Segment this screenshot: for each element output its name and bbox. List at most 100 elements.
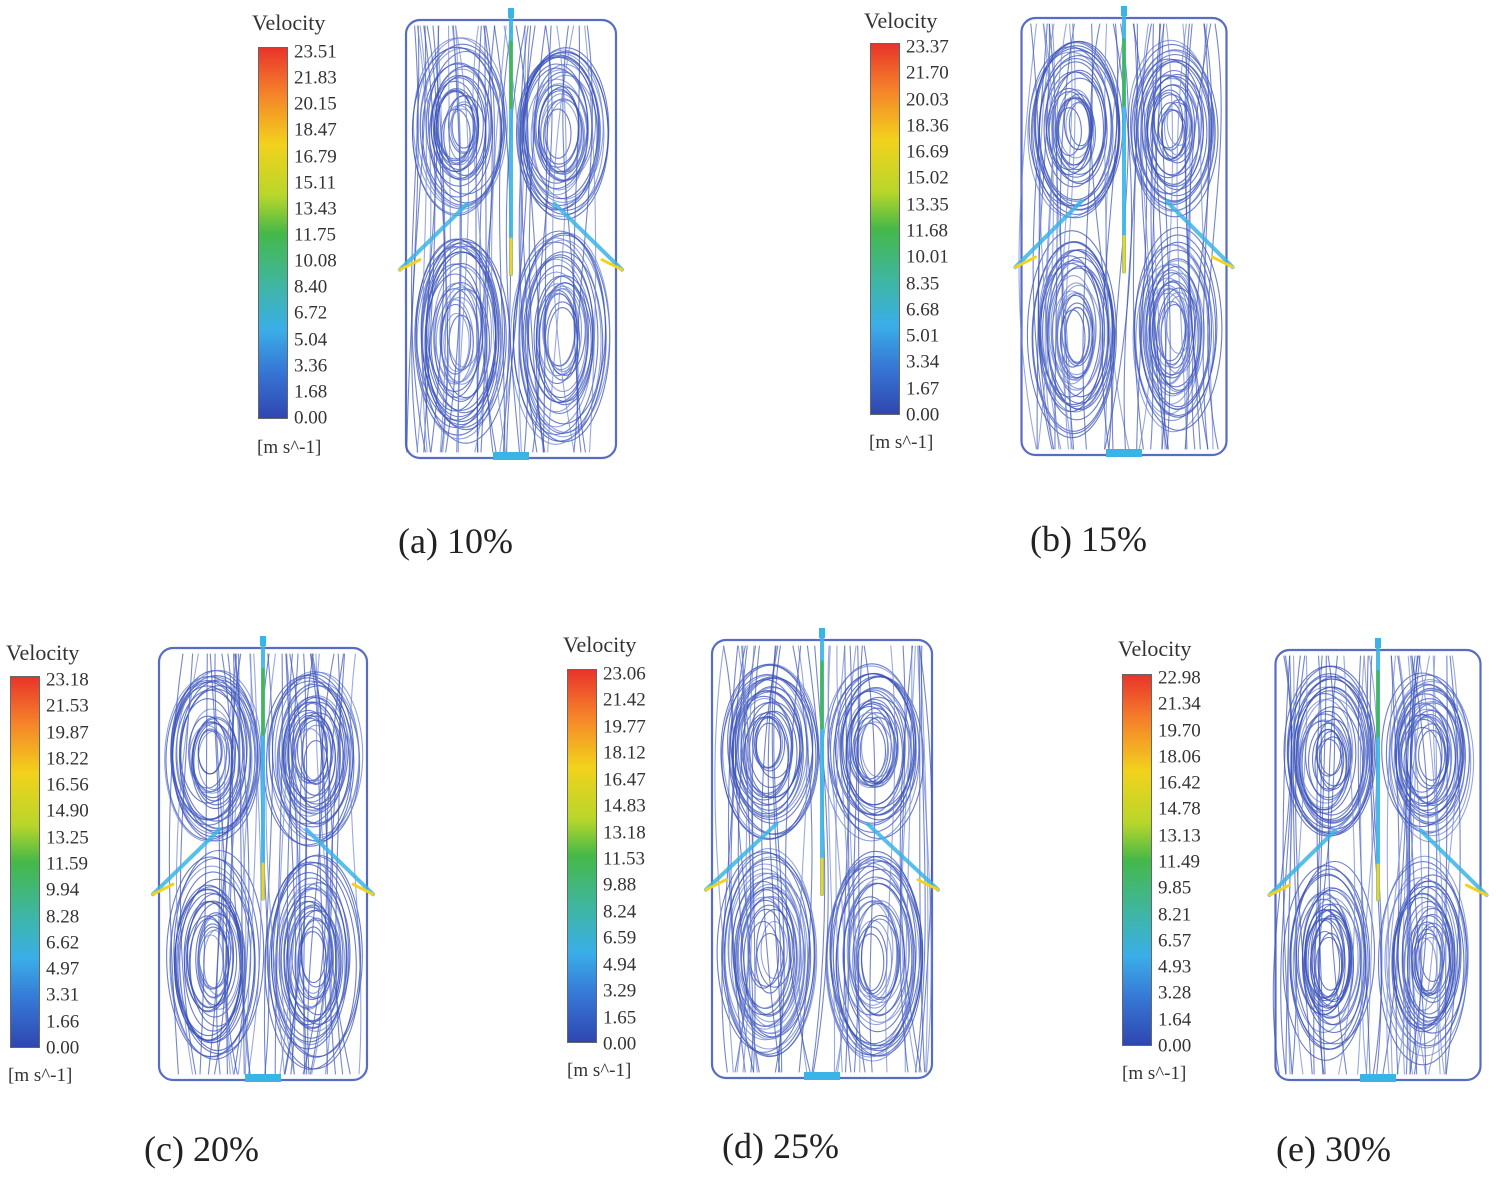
unit-label: [m s^-1] [8,1065,73,1086]
tick-label: 5.04 [294,329,328,351]
tick-label: 11.53 [603,848,646,870]
legend-title: Velocity [1118,636,1192,661]
tick-label: 19.77 [603,716,646,738]
tick-label: 18.47 [294,119,337,141]
tick-label: 1.66 [46,1011,80,1033]
unit-label: [m s^-1] [869,432,934,453]
streamline-plot [398,8,624,460]
tick-label: 0.00 [46,1037,80,1059]
tick-label: 14.90 [46,800,89,822]
tick-label: 23.51 [294,41,337,63]
panel-caption: (b) 15% [1030,519,1147,559]
unit-label: [m s^-1] [567,1060,632,1081]
tick-label: 11.59 [46,853,89,875]
tick-label: 0.00 [1158,1035,1192,1057]
tick-label: 16.79 [294,146,337,168]
tick-label: 3.28 [1158,982,1192,1004]
tick-label: 10.01 [906,246,949,268]
tick-label: 14.83 [603,795,646,817]
tick-label: 21.34 [1158,693,1201,715]
tick-label: 8.40 [294,276,328,298]
tick-label: 8.21 [1158,904,1192,926]
tick-label: 23.18 [46,669,89,691]
streamline-plot [151,636,375,1082]
tick-label: 8.28 [46,906,80,928]
tick-label: 18.06 [1158,746,1201,768]
tick-labels: 22.98 21.34 19.70 18.06 16.42 14.78 13.1… [1158,669,1218,1056]
tick-label: 6.62 [46,932,80,954]
tick-label: 16.42 [1158,772,1201,794]
tick-label: 8.35 [906,273,940,295]
tick-label: 6.59 [603,927,637,949]
legend-title: Velocity [563,632,637,657]
tick-label: 13.18 [603,822,646,844]
colorbar [567,669,597,1043]
tick-label: 0.00 [294,407,328,429]
tick-label: 3.29 [603,980,637,1002]
tick-label: 9.85 [1158,877,1192,899]
tick-label: 14.78 [1158,798,1201,820]
tick-label: 15.11 [294,172,337,194]
tick-label: 4.94 [603,954,637,976]
colorbar [10,676,40,1048]
tick-label: 3.36 [294,355,328,377]
tick-label: 16.69 [906,141,949,163]
tick-label: 23.37 [906,36,949,58]
tick-label: 22.98 [1158,667,1201,689]
colorbar [870,43,900,415]
tick-label: 21.70 [906,62,949,84]
tick-labels: 23.06 21.42 19.77 18.12 16.47 14.83 13.1… [603,665,663,1054]
tick-label: 9.94 [46,879,80,901]
tick-label: 1.67 [906,378,940,400]
tick-label: 1.68 [294,381,328,403]
tick-labels: 23.37 21.70 20.03 18.36 16.69 15.02 13.3… [906,38,966,425]
panel-caption: (a) 10% [398,521,513,561]
tick-label: 11.68 [906,220,949,242]
tick-label: 8.24 [603,901,637,923]
tick-label: 16.47 [603,769,646,791]
tick-label: 9.88 [603,874,637,896]
legend-title: Velocity [6,640,80,665]
tick-labels: 23.51 21.83 20.15 18.47 16.79 15.11 13.4… [294,43,354,428]
tick-label: 3.34 [906,351,940,373]
tick-label: 23.06 [603,663,646,685]
tick-label: 19.87 [46,722,89,744]
tick-label: 10.08 [294,250,337,272]
streamline-plot [1267,638,1489,1082]
tick-label: 3.31 [46,984,80,1006]
tick-label: 21.42 [603,689,646,711]
legend-title: Velocity [252,10,326,35]
tick-label: 21.83 [294,67,337,89]
colorbar [258,47,288,419]
tick-label: 6.57 [1158,930,1192,952]
tick-label: 13.13 [1158,825,1201,847]
tick-label: 1.64 [1158,1009,1192,1031]
tick-label: 16.56 [46,774,89,796]
legend-title: Velocity [864,8,938,33]
tick-label: 13.43 [294,198,337,220]
tick-label: 20.15 [294,93,337,115]
panel-caption: (d) 25% [722,1126,839,1166]
colorbar [1122,674,1152,1046]
tick-label: 15.02 [906,167,949,189]
tick-label: 13.35 [906,194,949,216]
tick-label: 0.00 [603,1033,637,1055]
tick-label: 20.03 [906,89,949,111]
tick-label: 6.68 [906,299,940,321]
tick-label: 13.25 [46,827,89,849]
tick-label: 6.72 [294,302,328,324]
streamline-plot [704,628,940,1080]
tick-label: 0.00 [906,404,940,426]
tick-label: 1.65 [603,1007,637,1029]
tick-label: 19.70 [1158,720,1201,742]
tick-label: 21.53 [46,695,89,717]
tick-label: 11.75 [294,224,337,246]
tick-label: 11.49 [1158,851,1201,873]
tick-label: 18.36 [906,115,949,137]
tick-label: 4.97 [46,958,80,980]
tick-label: 18.22 [46,748,89,770]
panel-caption: (c) 20% [144,1129,259,1169]
tick-label: 5.01 [906,325,940,347]
streamline-plot [1013,6,1235,457]
tick-labels: 23.18 21.53 19.87 18.22 16.56 14.90 13.2… [46,671,106,1058]
